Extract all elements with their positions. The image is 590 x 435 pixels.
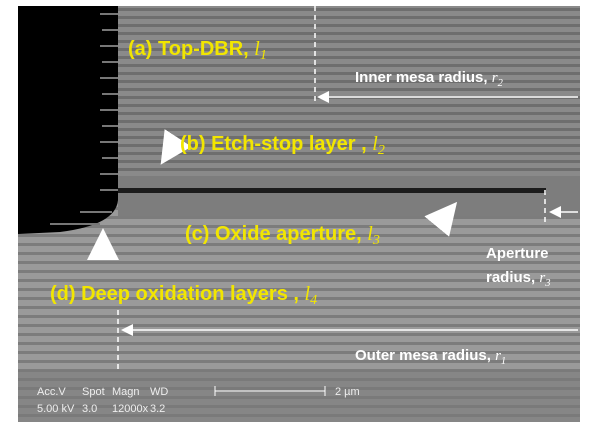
info-header: Spot [82,386,105,398]
info-header: Magn [112,386,140,398]
info-header: WD [150,386,168,398]
info-value: 12000x [112,403,149,415]
label-b: (b) Etch-stop layer , l2 [180,133,385,158]
info-value: 3.0 [82,403,97,415]
label-c: (c) Oxide aperture, l3 [185,223,380,248]
info-header: Acc.V [37,386,66,398]
info-value: 3.2 [150,403,165,415]
label-d: (d) Deep oxidation layers , l4 [50,283,317,308]
figure: (a) Top-DBR, l1 Inner mesa radius, r2 (b… [0,0,590,435]
label-a: (a) Top-DBR, l1 [128,38,267,63]
label-aperture-1: Aperture [486,245,549,262]
scale-label: 2 µm [335,386,360,398]
info-value: 5.00 kV [37,403,75,415]
